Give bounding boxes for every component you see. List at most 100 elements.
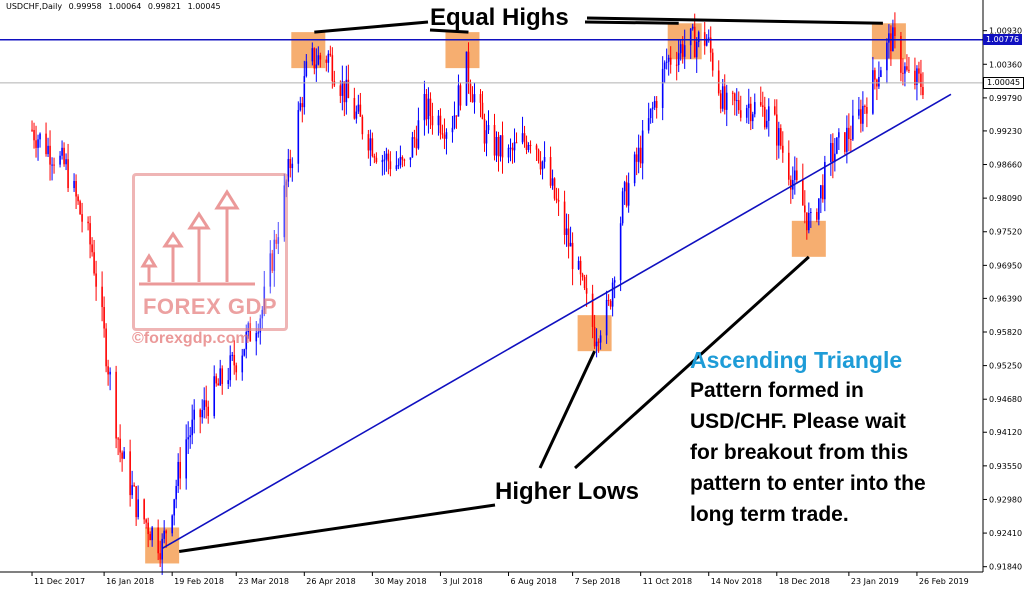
higher-lows-label: Higher Lows [495, 478, 640, 505]
candle-body [269, 253, 272, 287]
candle-body [147, 522, 149, 535]
candle-body [902, 72, 904, 74]
candle-body [725, 92, 728, 110]
candle-body [667, 57, 670, 62]
candle-body [830, 143, 832, 162]
candle-body [796, 170, 798, 180]
candle-body [305, 61, 308, 77]
candle-body [541, 161, 544, 170]
candle-body [299, 103, 302, 111]
candle-body [918, 68, 920, 74]
x-tick-label: 23 Jan 2019 [851, 577, 899, 586]
candle-body [65, 159, 67, 165]
candle-body [431, 115, 434, 126]
candle-body [781, 145, 784, 153]
candle-body [487, 125, 490, 131]
candle-body [185, 439, 187, 479]
chart-header: USDCHF,Daily 0.99958 1.00064 0.99821 1.0… [6, 2, 225, 11]
candle-body [59, 155, 61, 165]
candle-body [411, 137, 414, 158]
candle-body [850, 139, 852, 141]
candle-body [567, 228, 570, 247]
support-trendline [161, 93, 952, 550]
candle-body [737, 100, 740, 111]
candle-body [639, 147, 642, 164]
candle-body [301, 103, 304, 108]
candle-body [665, 61, 668, 63]
candle-body [423, 93, 426, 121]
candle-body [277, 237, 280, 244]
candle-body [353, 97, 356, 119]
candle-body [866, 107, 868, 114]
candle-body [329, 53, 332, 56]
candle-body [137, 499, 139, 518]
info-line: for breakout from this [690, 441, 909, 464]
candle-body [511, 147, 514, 151]
candle-body [207, 406, 210, 417]
candle-body [313, 48, 316, 69]
candle-body [47, 145, 49, 155]
candle-body [607, 299, 610, 302]
x-tick-label: 3 Jul 2018 [442, 577, 482, 586]
x-tick-label: 11 Dec 2017 [34, 577, 85, 586]
candle-body [557, 200, 560, 202]
candle-body [535, 145, 538, 150]
candle-body [91, 244, 93, 253]
candle-body [838, 132, 840, 138]
candle-body [243, 349, 246, 356]
candle-body [273, 239, 276, 271]
candle-body [193, 409, 195, 420]
candle-body [565, 228, 568, 235]
info-line: Pattern formed in [690, 379, 864, 402]
candle-body [401, 157, 404, 160]
candle-body [161, 538, 163, 560]
candle-body [453, 115, 456, 128]
candle-body [143, 499, 145, 520]
candle-body [371, 138, 374, 157]
candle-body [187, 437, 189, 440]
y-tick-label: 0.94120 [989, 428, 1022, 437]
candle-body [894, 27, 896, 36]
candle-body [441, 133, 444, 135]
candle-body [129, 451, 131, 496]
candle-body [271, 253, 274, 271]
candle-body [635, 154, 638, 162]
y-tick-label: 0.99230 [989, 127, 1022, 136]
candle-body [916, 68, 918, 85]
candle-body [157, 527, 159, 554]
candle-body [527, 144, 530, 150]
candle-body [651, 107, 654, 109]
candle-body [445, 132, 448, 139]
candle-body [175, 485, 177, 500]
candle-body [417, 120, 420, 149]
equal-highs-callout [429, 28, 469, 34]
candle-body [669, 57, 672, 65]
candle-body [595, 341, 598, 347]
candle-body [369, 138, 372, 151]
candle-body [109, 371, 111, 375]
y-tick-label: 0.91840 [989, 563, 1022, 572]
candle-body [597, 341, 600, 343]
candle-body [229, 355, 232, 381]
candle-body [579, 260, 582, 275]
info-line: USD/CHF. Please wait [690, 410, 906, 433]
candle-body [233, 354, 236, 366]
watermark-logo: FOREX GDP [132, 173, 288, 331]
candle-body [858, 109, 860, 116]
candle-body [381, 160, 384, 163]
candle-body [473, 94, 476, 103]
candle-body [107, 366, 109, 375]
candle-body [133, 485, 135, 487]
candle-body [63, 147, 65, 165]
candle-body [485, 130, 488, 144]
candle-body [703, 32, 706, 46]
candle-body [205, 400, 208, 407]
candle-body [525, 141, 528, 150]
candle-body [35, 140, 37, 148]
candle-body [341, 81, 344, 96]
candle-body [425, 93, 428, 120]
candle-body [89, 223, 91, 245]
candle-body [543, 157, 546, 162]
candle-body [415, 138, 418, 149]
candle-body [759, 102, 762, 106]
